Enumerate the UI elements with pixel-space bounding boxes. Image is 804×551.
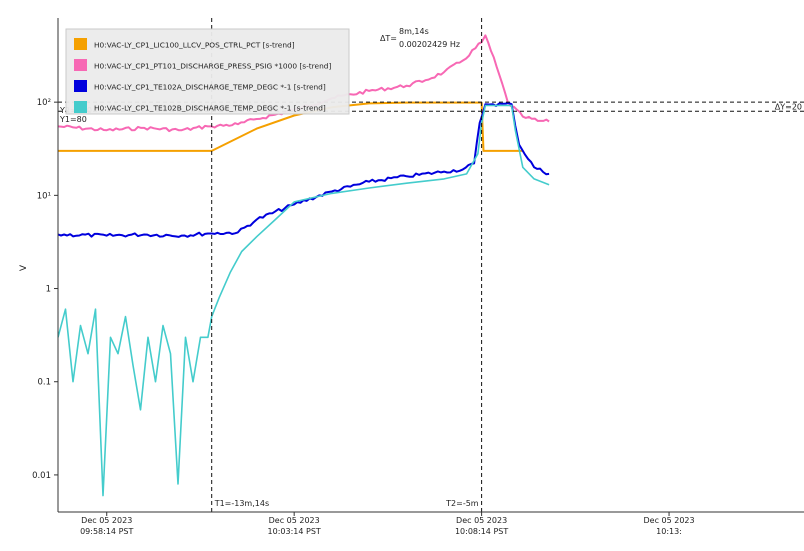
x-axis-ticks: Dec 05 2023 09:58:14 PST Dec 05 2023 10:03:… [80, 512, 695, 536]
delta-y-label: ΔY=20 [775, 103, 802, 112]
legend-swatch [74, 101, 87, 113]
t2-cursor-label: T2=-5m [445, 499, 479, 508]
series-line-4 [58, 104, 550, 497]
x-tick-label-date: Dec 05 2023 [81, 516, 132, 525]
legend-swatch [74, 59, 87, 71]
x-tick-label-time: 10:13: [656, 527, 682, 536]
x-tick-label-time: 10:08:14 PST [455, 527, 508, 536]
y-tick-label: 1 [46, 285, 51, 295]
y-tick-label: 0.1 [37, 378, 51, 388]
y-axis-label: V [19, 264, 29, 271]
y-axis-ticks: 10² 10¹ 1 0.1 0.01 [32, 98, 58, 481]
x-tick-label-time: 09:58:14 PST [80, 527, 133, 536]
legend-items: H0:VAC-LY_CP1_LIC100_LLCV_POS_CTRL_PCT [… [74, 38, 331, 113]
x-tick-label-date: Dec 05 2023 [643, 516, 694, 525]
legend-entry-label: H0:VAC-LY_CP1_TE102B_DISCHARGE_TEMP_DEGC… [94, 104, 326, 113]
delta-t-frequency: 0.00202429 Hz [399, 40, 460, 49]
legend-entry-label: H0:VAC-LY_CP1_TE102A_DISCHARGE_TEMP_DEGC… [94, 83, 326, 92]
x-tick-label-time: 10:03:14 PST [268, 527, 321, 536]
y-tick-label: 10² [37, 98, 51, 108]
x-tick-label-date: Dec 05 2023 [456, 516, 507, 525]
series-line-1 [58, 101, 523, 152]
legend-swatch [74, 38, 87, 50]
legend-swatch [74, 80, 87, 92]
delta-t-time: 8m,14s [399, 27, 429, 36]
x-tick-label-date: Dec 05 2023 [269, 516, 320, 525]
legend-entry-label: H0:VAC-LY_CP1_PT101_DISCHARGE_PRESS_PSIG… [94, 62, 331, 71]
series-line-3 [58, 102, 550, 238]
y-tick-label: 10¹ [37, 191, 51, 201]
legend-entry-label: H0:VAC-LY_CP1_LIC100_LLCV_POS_CTRL_PCT [… [94, 41, 295, 50]
legend: H0:VAC-LY_CP1_LIC100_LLCV_POS_CTRL_PCT [… [65, 28, 350, 115]
y-tick-label: 0.01 [32, 471, 51, 481]
t1-cursor-label: T1=-13m,14s [214, 499, 269, 508]
y1-cursor-label: Y1=80 [59, 115, 87, 124]
legend-box [65, 28, 350, 115]
delta-t-prefix: ΔT= [380, 34, 397, 43]
